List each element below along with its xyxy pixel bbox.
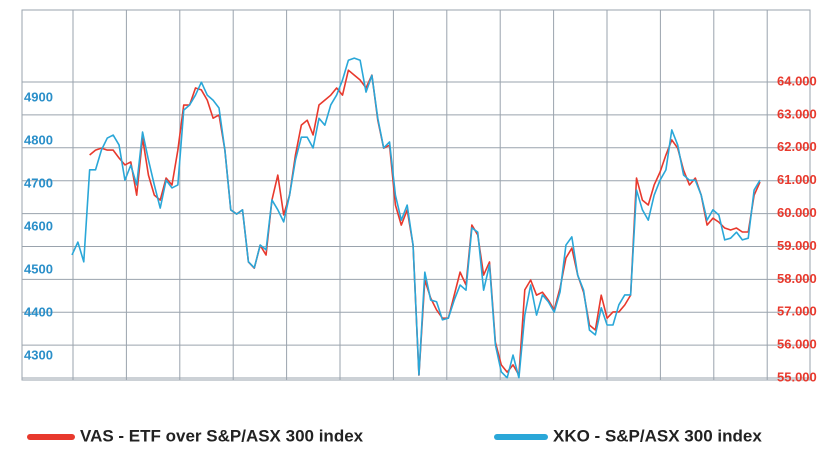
series-line xyxy=(71,57,761,379)
y2-tick-label: 57.000 xyxy=(777,304,817,319)
y2-tick-label: 61.000 xyxy=(777,172,817,187)
y2-tick-label: 56.000 xyxy=(777,337,817,352)
y-tick-label: 4700 xyxy=(24,175,53,190)
y-tick-label: 4900 xyxy=(24,90,53,105)
legend-label: XKO - S&P/ASX 300 index xyxy=(553,426,762,445)
y-tick-label: 4300 xyxy=(24,347,53,362)
y-tick-label: 4800 xyxy=(24,133,53,148)
y2-tick-label: 63.000 xyxy=(777,106,817,121)
y2-tick-label: 59.000 xyxy=(777,238,817,253)
legend-label: VAS - ETF over S&P/ASX 300 index xyxy=(80,426,364,445)
y-tick-label: 4400 xyxy=(24,304,53,319)
y2-tick-label: 58.000 xyxy=(777,271,817,286)
y2-tick-label: 55.000 xyxy=(777,369,817,384)
series-line xyxy=(89,69,761,376)
y-tick-label: 4600 xyxy=(24,218,53,233)
y2-tick-label: 64.000 xyxy=(777,73,817,88)
y-tick-label: 4500 xyxy=(24,261,53,276)
plot-frame xyxy=(21,9,811,381)
y2-tick-label: 60.000 xyxy=(777,205,817,220)
vertical-grid xyxy=(72,10,768,380)
y2-tick-label: 62.000 xyxy=(777,139,817,154)
